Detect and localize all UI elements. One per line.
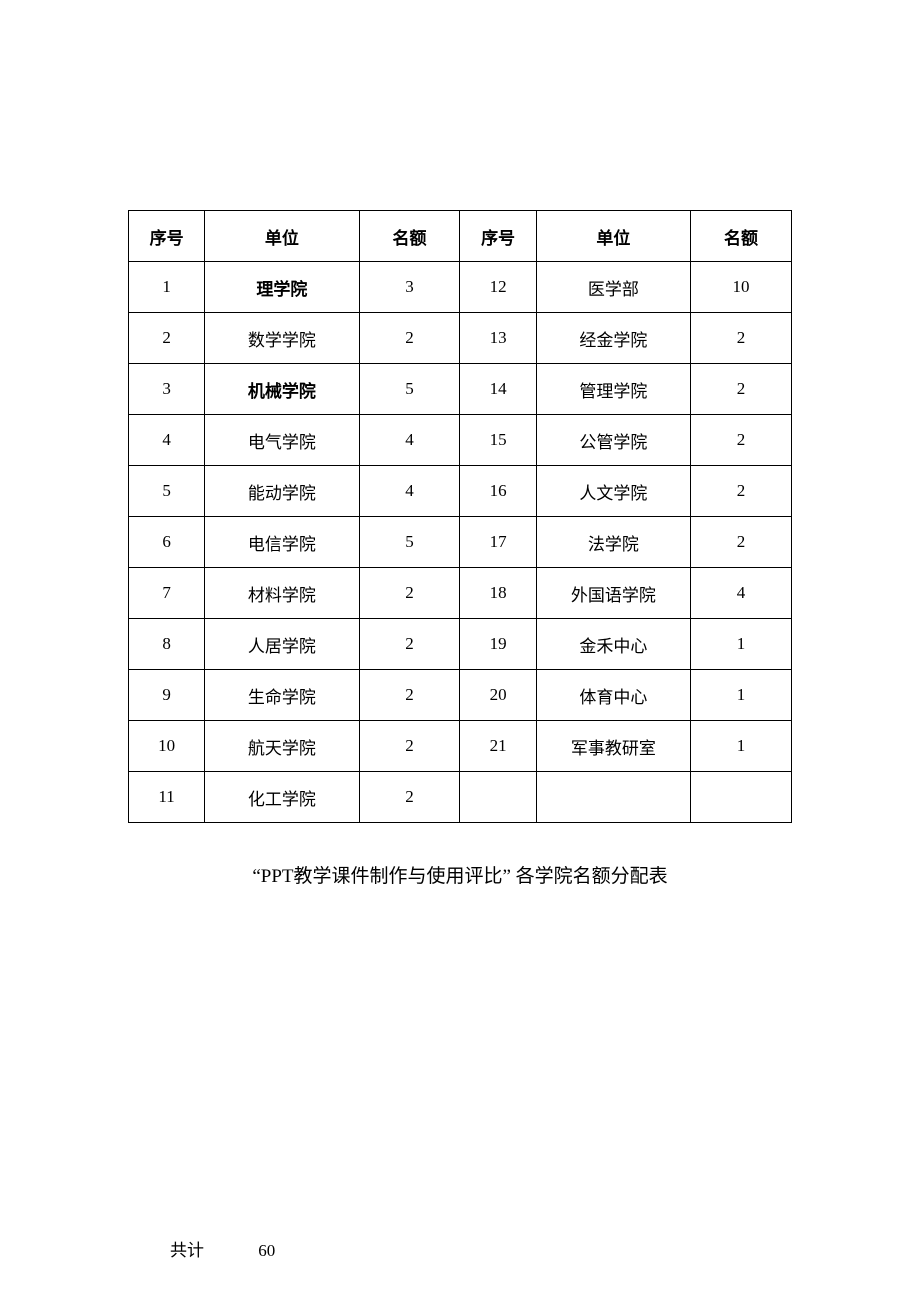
table-row: 1理学院312医学部10 bbox=[129, 262, 792, 313]
cell-quota-2: 2 bbox=[691, 517, 792, 568]
cell-unit-2: 外国语学院 bbox=[536, 568, 690, 619]
cell-num-2 bbox=[460, 772, 536, 823]
cell-num-1: 8 bbox=[129, 619, 205, 670]
cell-num-1: 9 bbox=[129, 670, 205, 721]
cell-num-2: 13 bbox=[460, 313, 536, 364]
cell-unit-2: 军事教研室 bbox=[536, 721, 690, 772]
header-num-2: 序号 bbox=[460, 211, 536, 262]
cell-num-1: 5 bbox=[129, 466, 205, 517]
cell-quota-2 bbox=[691, 772, 792, 823]
cell-quota-1: 2 bbox=[359, 721, 460, 772]
header-unit-2: 单位 bbox=[536, 211, 690, 262]
footer-label: 共计 bbox=[170, 1236, 204, 1261]
cell-quota-1: 5 bbox=[359, 364, 460, 415]
cell-unit-1: 化工学院 bbox=[205, 772, 359, 823]
cell-num-1: 6 bbox=[129, 517, 205, 568]
cell-num-1: 11 bbox=[129, 772, 205, 823]
cell-quota-1: 2 bbox=[359, 568, 460, 619]
cell-unit-2 bbox=[536, 772, 690, 823]
cell-num-2: 18 bbox=[460, 568, 536, 619]
cell-num-2: 20 bbox=[460, 670, 536, 721]
header-num-1: 序号 bbox=[129, 211, 205, 262]
cell-num-1: 4 bbox=[129, 415, 205, 466]
cell-unit-1: 电气学院 bbox=[205, 415, 359, 466]
header-unit-1: 单位 bbox=[205, 211, 359, 262]
cell-num-1: 7 bbox=[129, 568, 205, 619]
cell-unit-2: 人文学院 bbox=[536, 466, 690, 517]
footer-total: 共计 60 bbox=[170, 1236, 275, 1261]
cell-unit-1: 航天学院 bbox=[205, 721, 359, 772]
cell-unit-1: 能动学院 bbox=[205, 466, 359, 517]
cell-quota-2: 2 bbox=[691, 466, 792, 517]
cell-unit-1: 理学院 bbox=[205, 262, 359, 313]
cell-quota-1: 2 bbox=[359, 313, 460, 364]
cell-num-2: 16 bbox=[460, 466, 536, 517]
cell-quota-1: 4 bbox=[359, 415, 460, 466]
cell-quota-1: 3 bbox=[359, 262, 460, 313]
cell-unit-2: 金禾中心 bbox=[536, 619, 690, 670]
header-quota-1: 名额 bbox=[359, 211, 460, 262]
cell-quota-2: 1 bbox=[691, 670, 792, 721]
footer-value: 60 bbox=[258, 1241, 275, 1261]
cell-quota-2: 1 bbox=[691, 721, 792, 772]
cell-quota-2: 2 bbox=[691, 313, 792, 364]
cell-num-2: 12 bbox=[460, 262, 536, 313]
cell-unit-1: 人居学院 bbox=[205, 619, 359, 670]
cell-quota-1: 2 bbox=[359, 772, 460, 823]
header-quota-2: 名额 bbox=[691, 211, 792, 262]
table-caption: “PPT教学课件制作与使用评比” 各学院名额分配表 bbox=[128, 861, 792, 888]
cell-unit-1: 电信学院 bbox=[205, 517, 359, 568]
cell-quota-2: 10 bbox=[691, 262, 792, 313]
cell-quota-2: 4 bbox=[691, 568, 792, 619]
cell-num-2: 15 bbox=[460, 415, 536, 466]
cell-quota-1: 2 bbox=[359, 619, 460, 670]
cell-unit-1: 数学学院 bbox=[205, 313, 359, 364]
table-row: 6电信学院517法学院2 bbox=[129, 517, 792, 568]
cell-unit-1: 生命学院 bbox=[205, 670, 359, 721]
table-row: 2数学学院213经金学院2 bbox=[129, 313, 792, 364]
table-row: 4电气学院415公管学院2 bbox=[129, 415, 792, 466]
table-row: 7材料学院218外国语学院4 bbox=[129, 568, 792, 619]
table-header-row: 序号 单位 名额 序号 单位 名额 bbox=[129, 211, 792, 262]
cell-num-2: 21 bbox=[460, 721, 536, 772]
cell-num-1: 2 bbox=[129, 313, 205, 364]
cell-unit-2: 体育中心 bbox=[536, 670, 690, 721]
table-row: 5能动学院416人文学院2 bbox=[129, 466, 792, 517]
cell-unit-2: 经金学院 bbox=[536, 313, 690, 364]
cell-quota-2: 2 bbox=[691, 415, 792, 466]
table-row: 8人居学院219金禾中心1 bbox=[129, 619, 792, 670]
cell-num-2: 19 bbox=[460, 619, 536, 670]
quota-table: 序号 单位 名额 序号 单位 名额 1理学院312医学部102数学学院213经金… bbox=[128, 210, 792, 823]
cell-unit-2: 管理学院 bbox=[536, 364, 690, 415]
cell-unit-2: 法学院 bbox=[536, 517, 690, 568]
cell-num-1: 10 bbox=[129, 721, 205, 772]
cell-quota-1: 5 bbox=[359, 517, 460, 568]
cell-quota-1: 2 bbox=[359, 670, 460, 721]
cell-quota-2: 2 bbox=[691, 364, 792, 415]
cell-unit-1: 材料学院 bbox=[205, 568, 359, 619]
cell-quota-2: 1 bbox=[691, 619, 792, 670]
cell-num-1: 1 bbox=[129, 262, 205, 313]
cell-num-1: 3 bbox=[129, 364, 205, 415]
cell-unit-1: 机械学院 bbox=[205, 364, 359, 415]
cell-unit-2: 公管学院 bbox=[536, 415, 690, 466]
table-row: 10航天学院221军事教研室1 bbox=[129, 721, 792, 772]
cell-num-2: 14 bbox=[460, 364, 536, 415]
table-row: 3机械学院514管理学院2 bbox=[129, 364, 792, 415]
cell-quota-1: 4 bbox=[359, 466, 460, 517]
cell-unit-2: 医学部 bbox=[536, 262, 690, 313]
cell-num-2: 17 bbox=[460, 517, 536, 568]
table-row: 9生命学院220体育中心1 bbox=[129, 670, 792, 721]
table-row: 11化工学院2 bbox=[129, 772, 792, 823]
